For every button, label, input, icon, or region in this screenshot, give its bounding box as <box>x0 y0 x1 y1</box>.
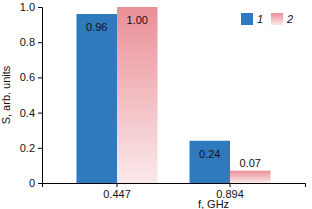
y-tick: 1.0 <box>20 1 42 13</box>
y-tick: 0.4 <box>20 107 42 119</box>
y-tick: 0.2 <box>20 142 42 154</box>
data-label: 0.24 <box>199 148 220 160</box>
bar <box>189 141 230 183</box>
y-tick: 0.6 <box>20 71 42 83</box>
data-label: 0.07 <box>240 157 261 169</box>
legend-swatch <box>271 13 283 25</box>
x-tick-label: 0.447 <box>103 188 131 200</box>
data-label: 0.96 <box>86 21 107 33</box>
y-tick-mark <box>38 42 42 43</box>
bar <box>76 14 117 183</box>
y-tick-mark <box>38 7 42 8</box>
y-axis-title: S, arb. units <box>0 65 12 124</box>
y-tick-mark <box>38 183 42 184</box>
y-tick-label: 0.4 <box>20 107 35 119</box>
y-axis: 0 0.2 0.4 0.6 0.8 1.0 <box>20 1 43 189</box>
y-tick-label: 0.8 <box>20 36 35 48</box>
y-tick: 0 <box>29 177 42 189</box>
x-axis-title: f, GHz <box>198 198 229 209</box>
data-labels: 0.96 0.24 1.00 0.07 <box>86 14 261 169</box>
x-axis-line <box>43 184 306 188</box>
legend-label: 1 <box>257 13 263 25</box>
y-tick-mark <box>38 77 42 78</box>
data-label: 1.00 <box>127 14 148 26</box>
legend-label: 2 <box>286 13 293 25</box>
legend-swatch <box>241 13 253 25</box>
bar <box>230 171 271 183</box>
x-tick: 0.447 <box>103 183 131 200</box>
y-tick-label: 0.6 <box>20 71 35 83</box>
bar <box>117 7 158 183</box>
y-tick-mark <box>38 113 42 114</box>
y-tick-label: 0.2 <box>20 142 35 154</box>
x-axis: 0.4470.894 <box>43 183 306 200</box>
y-axis-line <box>38 8 43 184</box>
y-tick-label: 1.0 <box>20 1 35 13</box>
y-tick-label: 0 <box>29 177 35 189</box>
y-tick-mark <box>38 148 42 149</box>
plot-area <box>76 7 270 183</box>
x-tick-mark <box>230 183 231 187</box>
y-tick: 0.8 <box>20 36 42 48</box>
legend: 12 <box>241 13 293 25</box>
x-tick-mark <box>116 183 117 187</box>
